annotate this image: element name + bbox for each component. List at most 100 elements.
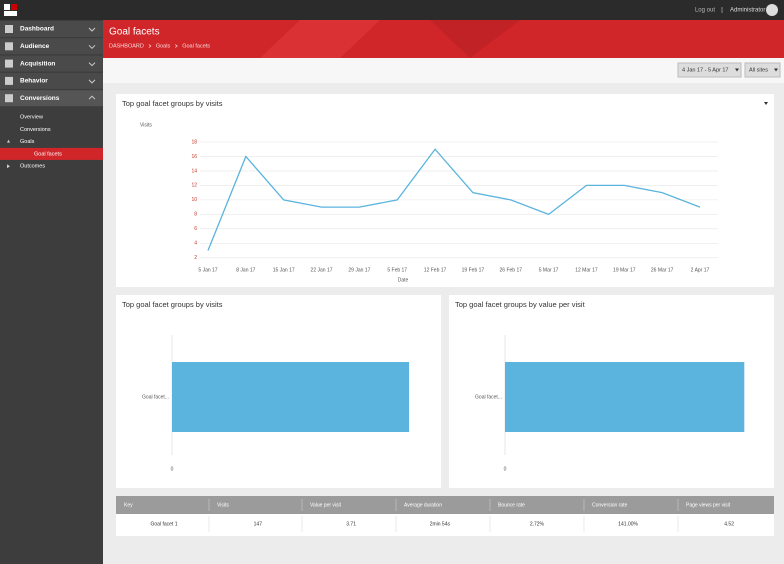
- site-filter[interactable]: [744, 62, 781, 78]
- nav-toggle: [7, 139, 10, 143]
- column-header[interactable]: Bounce rate: [498, 502, 525, 508]
- nav-item-bg[interactable]: [0, 38, 103, 55]
- line-series: [207, 148, 701, 251]
- nav-chevron: [88, 62, 96, 67]
- filter-arrow: [774, 68, 778, 72]
- y-tick-label: 4: [194, 241, 197, 247]
- breadcrumb-sep: [148, 44, 152, 48]
- y-tick-label: 10: [191, 197, 197, 203]
- user-name[interactable]: Administrator: [730, 8, 765, 14]
- sidebar: [0, 20, 103, 564]
- nav-chevron: [88, 79, 96, 84]
- chart-title: Top goal facet groups by visits: [122, 300, 223, 309]
- x-tick-label: 26 Mar 17: [651, 267, 674, 273]
- nav-icon: [5, 76, 13, 85]
- header-decor: [260, 20, 380, 58]
- breadcrumb-sep: [175, 44, 178, 48]
- x-tick-label: 5 Mar 17: [539, 267, 559, 273]
- table-cell: 3.71: [346, 521, 356, 527]
- x-tick-label: 5 Feb 17: [387, 267, 407, 273]
- chart-title: Top goal facet groups by value per visit: [455, 300, 586, 309]
- nav-toggle: [7, 164, 10, 169]
- breadcrumb[interactable]: DASHBOARD: [109, 43, 144, 49]
- logout-link[interactable]: Log out: [695, 8, 715, 14]
- logo: [11, 4, 17, 10]
- page-title: Goal facets: [109, 27, 160, 38]
- table-cell: 141.00%: [618, 521, 638, 527]
- date-filter[interactable]: [677, 62, 742, 78]
- x-tick-label: 22 Jan 17: [311, 267, 333, 273]
- nav-subitem[interactable]: Overview: [20, 114, 43, 120]
- nav-item[interactable]: Audience: [20, 43, 50, 50]
- logo: [4, 4, 10, 10]
- y-tick-label: 14: [191, 168, 197, 174]
- nav-item-bg[interactable]: [0, 21, 103, 37]
- x-tick-label: 12 Mar 17: [575, 267, 598, 273]
- nav-icon: [5, 42, 13, 51]
- table-header: [116, 496, 774, 514]
- x-tick-label: 19 Feb 17: [462, 267, 485, 273]
- column-header[interactable]: Page views per visit: [686, 502, 731, 508]
- nav-item[interactable]: Acquisition: [20, 60, 55, 67]
- nav-item[interactable]: Conversions: [20, 95, 60, 102]
- table-cell: 147: [254, 521, 263, 527]
- nav-icon: [5, 59, 13, 68]
- table-cell: 2.72%: [530, 521, 545, 527]
- breadcrumb: Goal facets: [182, 43, 210, 49]
- column-header[interactable]: Key: [124, 502, 133, 508]
- top-bar: [0, 0, 784, 20]
- card: [116, 94, 774, 287]
- y-tick-label: Goal facet...: [142, 394, 169, 400]
- table-cell: 2min 54s: [430, 521, 451, 527]
- y-tick-label: Goal facet...: [475, 394, 502, 400]
- x-tick-label: 0: [504, 466, 507, 472]
- avatar[interactable]: [766, 4, 778, 16]
- filter-label[interactable]: 4 Jan 17 - 5 Apr 17: [682, 67, 728, 73]
- y-tick-label: 16: [191, 154, 197, 160]
- nav-subitem[interactable]: Outcomes: [20, 164, 45, 170]
- x-axis-label: Date: [398, 277, 409, 283]
- nav-item-bg[interactable]: [0, 55, 103, 72]
- nav-subitem[interactable]: Goals: [20, 139, 35, 145]
- column-header[interactable]: Visits: [217, 502, 229, 508]
- card-menu[interactable]: [764, 102, 768, 105]
- column-header[interactable]: Value per visit: [310, 502, 342, 508]
- nav-icon: [5, 25, 13, 33]
- nav-item[interactable]: Dashboard: [20, 26, 54, 33]
- table-cell: 4.52: [724, 521, 734, 527]
- x-tick-label: 15 Jan 17: [273, 267, 295, 273]
- x-tick-label: 0: [171, 466, 174, 472]
- nav-icon: [5, 94, 13, 103]
- nav-item-bg[interactable]: [0, 90, 103, 107]
- filter-arrow: [735, 68, 739, 72]
- header-decor: [430, 20, 520, 58]
- bar: [505, 362, 745, 432]
- y-tick-label: 12: [191, 183, 197, 189]
- nav-item-bg[interactable]: [0, 72, 103, 89]
- x-tick-label: 2 Apr 17: [691, 267, 710, 273]
- x-tick-label: 8 Jan 17: [236, 267, 255, 273]
- y-tick-label: 8: [194, 212, 197, 218]
- nav-subitem[interactable]: Conversions: [20, 127, 51, 133]
- column-header[interactable]: Average duration: [404, 502, 442, 508]
- nav-selected: [0, 147, 103, 160]
- table-cell: Goal facet 1: [151, 521, 178, 527]
- x-tick-label: 29 Jan 17: [348, 267, 370, 273]
- nav-item[interactable]: Behavior: [20, 78, 48, 85]
- y-tick-label: 18: [191, 139, 197, 145]
- filter-label[interactable]: All sites: [749, 67, 768, 73]
- x-tick-label: 19 Mar 17: [613, 267, 636, 273]
- column-header[interactable]: Conversion rate: [592, 502, 628, 508]
- nav-chevron: [88, 95, 96, 100]
- bar: [172, 362, 410, 432]
- y-tick-label: 2: [194, 255, 197, 261]
- breadcrumb[interactable]: Goals: [156, 43, 171, 49]
- nav-subitem[interactable]: Goal facets: [34, 151, 62, 157]
- x-tick-label: 5 Jan 17: [198, 267, 217, 273]
- x-tick-label: 26 Feb 17: [500, 267, 523, 273]
- x-tick-label: 12 Feb 17: [424, 267, 447, 273]
- chart-title: Top goal facet groups by visits: [122, 99, 223, 108]
- filter-bar: [103, 58, 784, 83]
